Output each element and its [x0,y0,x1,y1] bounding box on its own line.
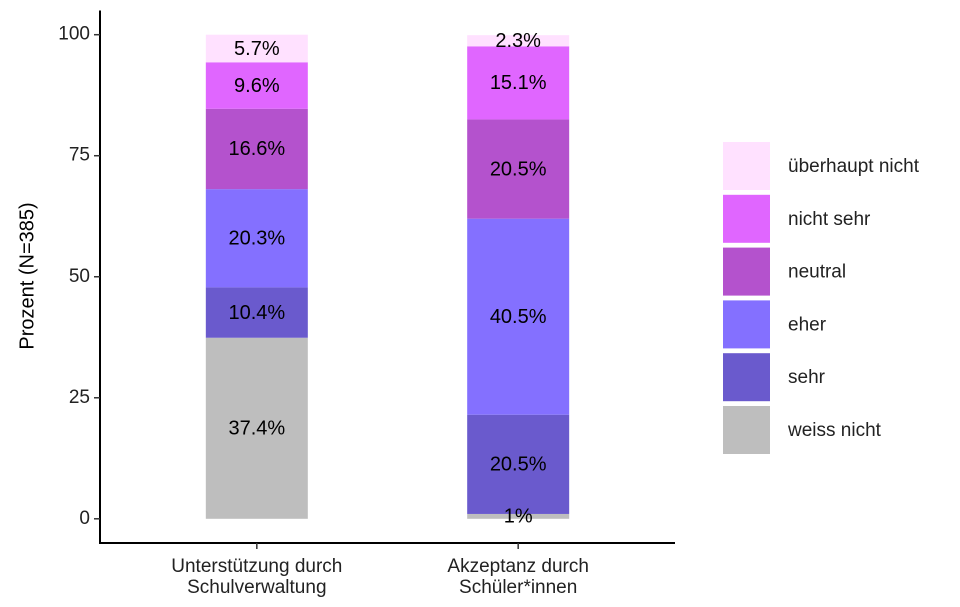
bar-segment [467,414,570,514]
y-tick-label: 0 [79,508,90,529]
data-label: 9.6% [234,75,280,97]
data-label: 20.5% [490,158,547,180]
legend-key [723,194,770,243]
y-tick-label: 100 [58,24,90,45]
legend-key [723,300,770,349]
bar-segment [467,35,570,47]
bar-segment [205,34,308,63]
bar-segment [467,119,570,219]
data-label: 5.7% [234,38,280,60]
legend-label: überhaupt nicht [788,156,920,177]
legend-key [723,353,770,402]
legend-label: neutral [788,262,846,283]
bar-segment [467,46,570,120]
legend-label: eher [788,314,827,335]
data-label: 37.4% [228,418,285,440]
data-label: 1% [504,506,533,528]
bar-segment [467,218,570,415]
y-tick-label: 25 [69,387,90,408]
bar-segment [205,287,308,338]
bar-segment [205,108,308,190]
data-label: 2.3% [495,30,541,52]
bar-segment [205,62,308,109]
legend-label: nicht sehr [788,209,871,230]
legend-key [723,247,770,296]
y-tick-label: 50 [69,266,90,287]
x-tick-label: Unterstützung durch Schulverwaltung [171,556,342,598]
legend-label: weiss nicht [787,420,882,441]
data-label: 16.6% [228,138,285,160]
legend-key [723,406,770,454]
y-axis-label: Prozent (N=385) [16,202,38,349]
legend-key [723,142,770,190]
bar-segment [467,513,570,519]
data-label: 10.4% [228,302,285,324]
x-tick-label: Akzeptanz durch Schüler*innen [447,556,589,598]
data-label: 40.5% [490,306,547,328]
data-label: 15.1% [490,72,547,94]
legend-label: sehr [788,367,826,388]
y-tick-label: 75 [69,145,90,166]
bar-segment [205,337,308,519]
data-label: 20.3% [228,228,285,250]
bar-segment [205,189,308,288]
data-label: 20.5% [490,454,547,476]
